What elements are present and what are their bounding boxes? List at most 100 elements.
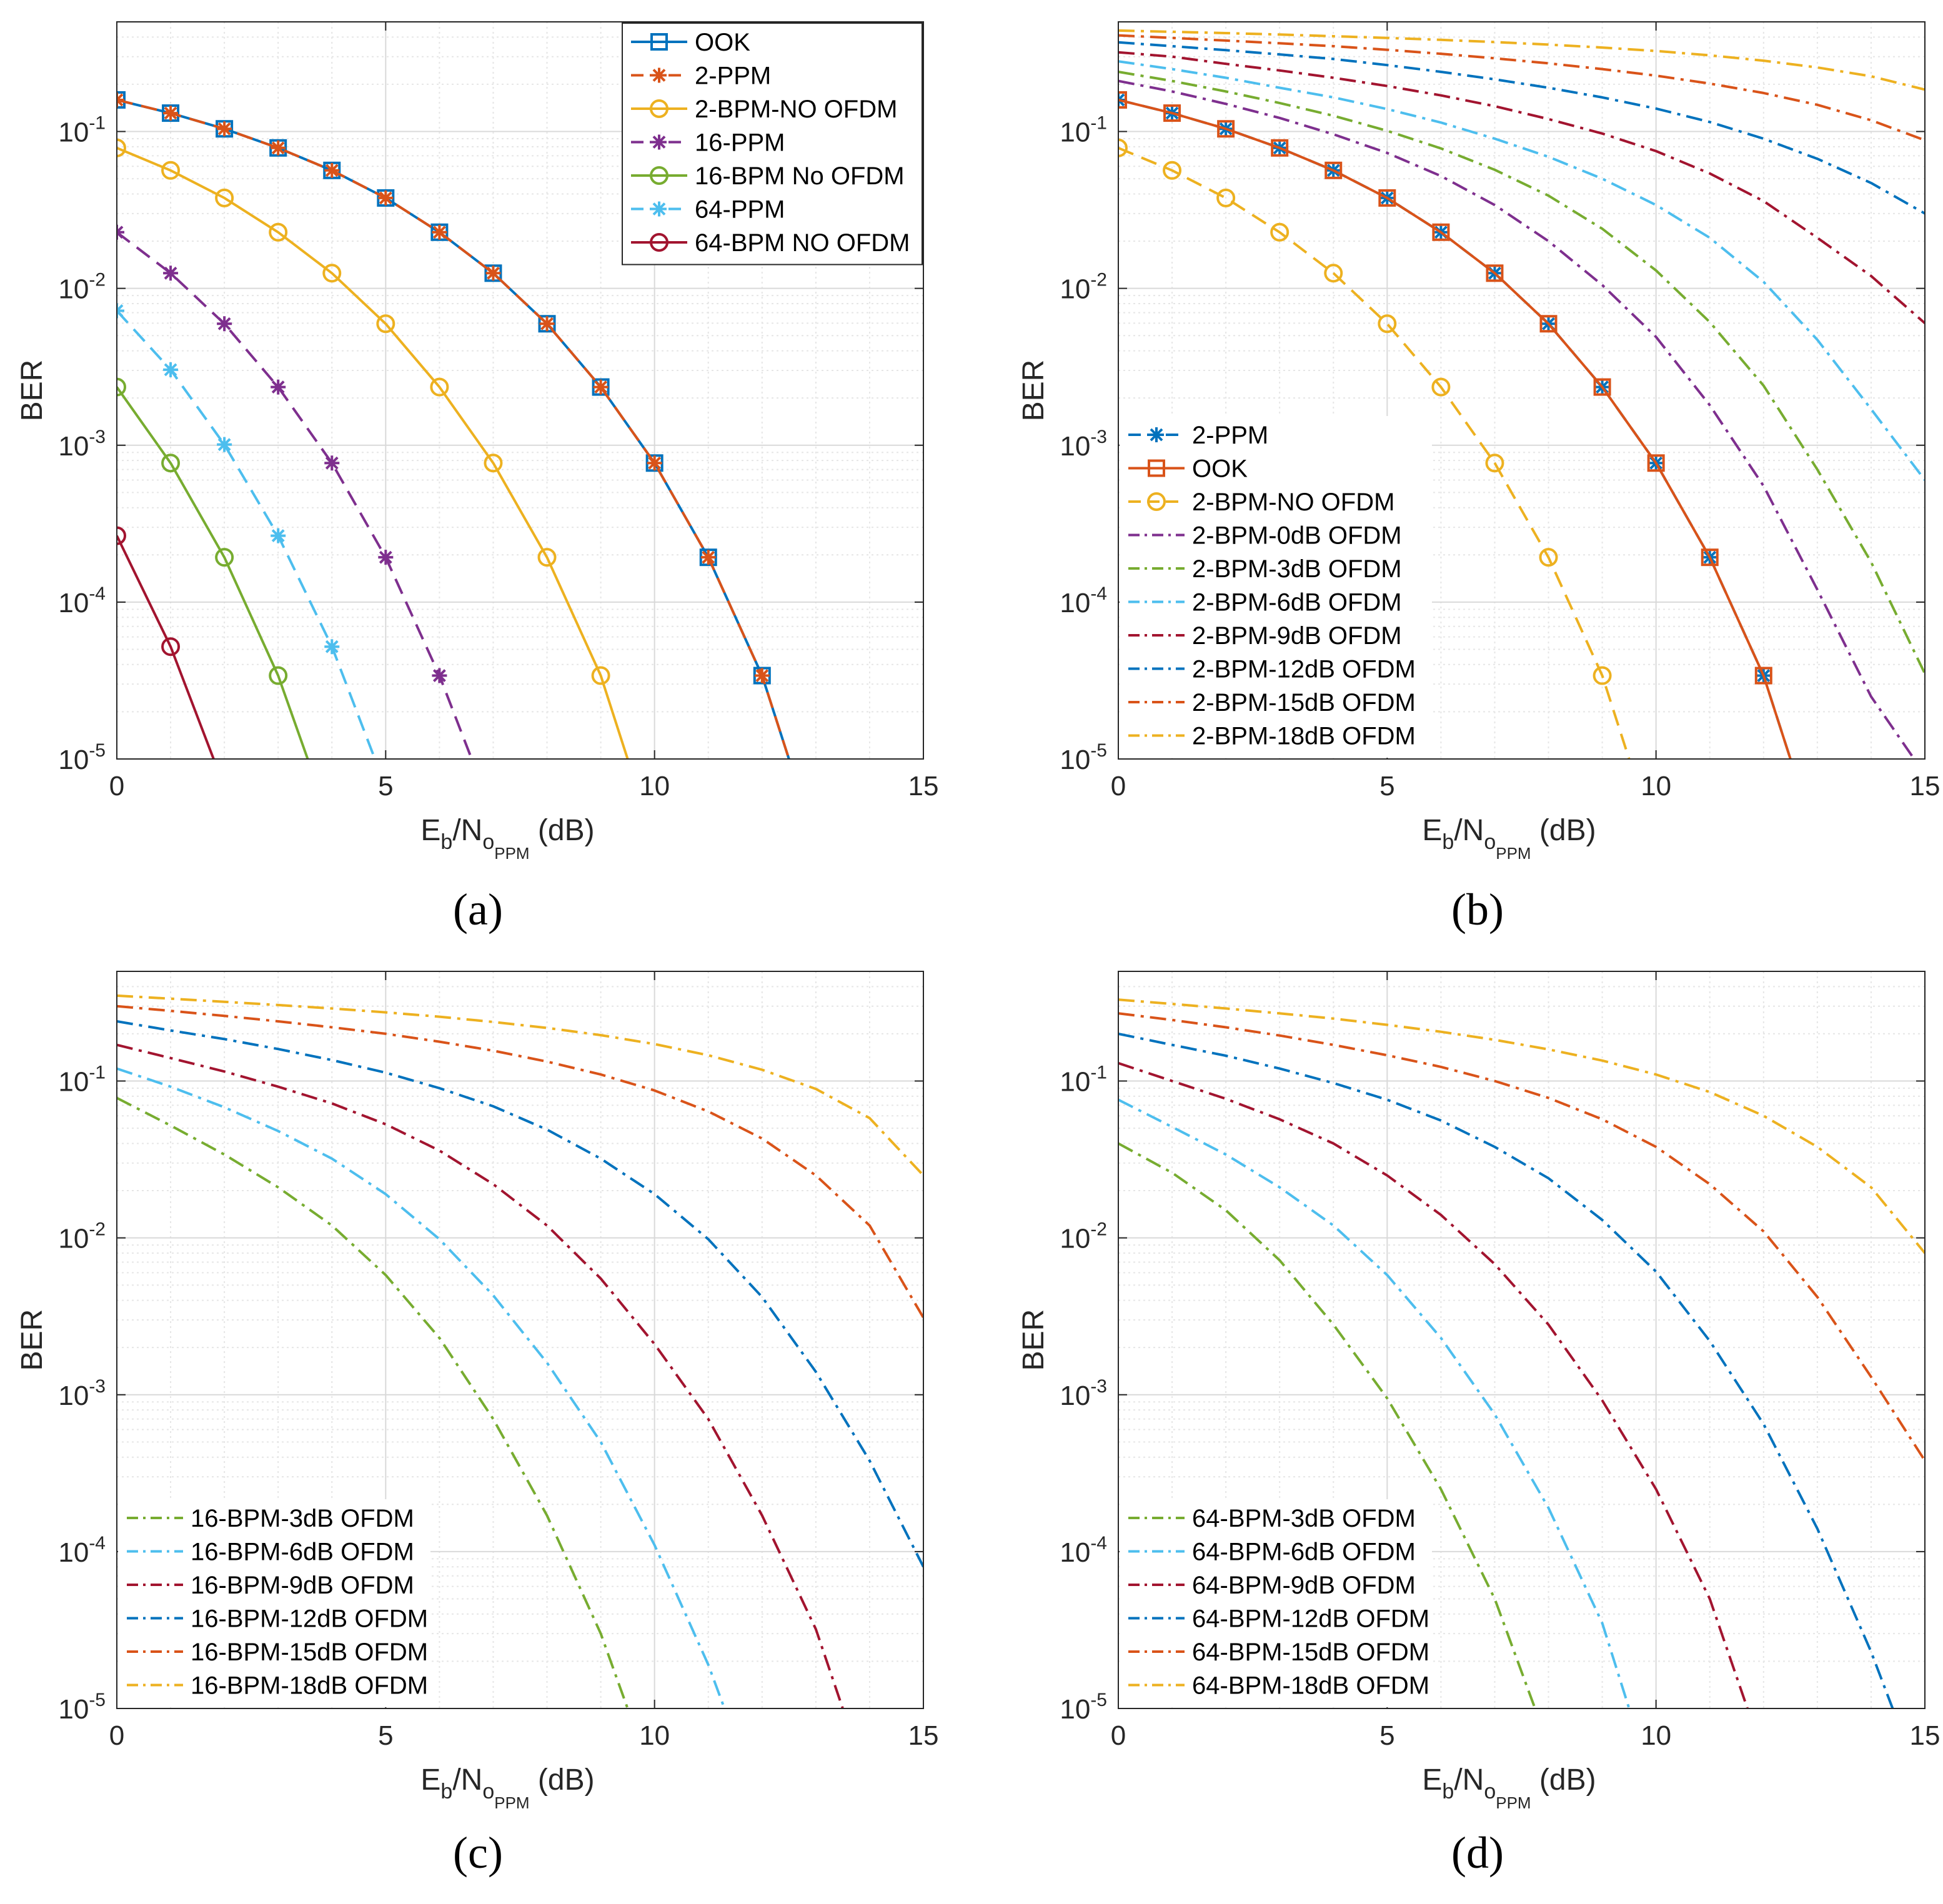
series-line (1118, 79, 1916, 760)
legend-label: 64-PPM (695, 196, 785, 224)
marker-asterisk-1 (163, 362, 179, 377)
y-tick-label: 10-4 (1060, 1533, 1107, 1568)
y-tick-mantissa: 10 (1060, 1694, 1090, 1725)
legend-label: 16-BPM-12dB OFDM (191, 1605, 428, 1633)
marker-circle-0 (1118, 138, 1128, 157)
legend-label: 2-PPM (1192, 422, 1268, 449)
y-tick-mantissa: 10 (1060, 1537, 1090, 1568)
axes-box (116, 971, 924, 1709)
marker-asterisk-3 (271, 379, 286, 395)
marker-circle-2 (215, 188, 234, 207)
x-tick-label: 0 (1111, 771, 1126, 801)
legend: 2-PPM OOK 2-BPM-NO OFDM 2-BPM-0dB OFDM 2-BPM… (1120, 416, 1432, 758)
marker-circle-7 (1485, 454, 1504, 473)
y-tick-mantissa: 10 (58, 745, 89, 775)
legend-item: 16-BPM-9dB OFDM (127, 1572, 414, 1599)
y-tick-exponent: -1 (89, 1063, 106, 1083)
series-2-bpm-6db-ofdm (1118, 60, 1925, 481)
legend-item: 16-BPM-18dB OFDM (127, 1672, 428, 1700)
legend-label: 2-BPM-9dB OFDM (1192, 622, 1402, 650)
x-label-sub1: b (1442, 1780, 1454, 1803)
marker-square-12 (1754, 667, 1772, 685)
marker-circle-9 (591, 666, 610, 685)
y-tick-exponent: -3 (89, 427, 106, 447)
legend-item: 16-PPM (631, 129, 785, 157)
series-line (1118, 1062, 1749, 1709)
legend-label: OOK (1192, 455, 1248, 483)
x-label-unit: (dB) (1531, 814, 1596, 847)
legend-box (1120, 1499, 1432, 1707)
series-64-bpm-no-ofdm (117, 526, 215, 760)
legend-label: 16-PPM (695, 129, 785, 157)
x-tick-label: 0 (1111, 1720, 1126, 1751)
marker-asterisk-5 (378, 190, 394, 206)
marker-asterisk-legend (652, 201, 667, 217)
series-line (1118, 29, 1925, 91)
y-tick-mantissa: 10 (58, 274, 89, 305)
x-label-main: E (420, 814, 440, 847)
y-tick-exponent: -3 (1090, 427, 1107, 447)
legend-item: 16-BPM-3dB OFDM (127, 1505, 414, 1532)
y-tick-label: 10-1 (58, 113, 106, 148)
series-line (1118, 60, 1925, 481)
legend-item: 2-BPM-9dB OFDM (1128, 622, 1402, 650)
series-16-ppm (117, 224, 473, 760)
x-label-sub2: o (1484, 830, 1496, 854)
x-tick-label: 5 (378, 1720, 393, 1751)
x-tick-label: 5 (1379, 771, 1394, 801)
marker-asterisk-4 (324, 162, 340, 178)
x-tick-label: 15 (908, 771, 939, 801)
series-64-bpm-6db-ofdm (1118, 1098, 1631, 1709)
y-tick-mantissa: 10 (58, 1694, 89, 1725)
x-tick-label: 5 (1379, 1720, 1394, 1751)
legend: 16-BPM-3dB OFDM 16-BPM-6dB OFDM 16-BPM-9dB… (118, 1499, 430, 1707)
x-tick-label: 0 (109, 1720, 124, 1751)
legend-label: 64-BPM-15dB OFDM (1192, 1639, 1429, 1666)
marker-square-8 (1539, 315, 1558, 333)
series-group (117, 994, 923, 1709)
marker-square-7 (1486, 264, 1504, 282)
legend-label: OOK (695, 29, 750, 56)
marker-asterisk-2 (217, 437, 232, 452)
series-64-bpm-12db-ofdm (1118, 1032, 1894, 1709)
legend-label: 2-BPM-3dB OFDM (1192, 555, 1402, 583)
legend-label: 64-BPM-9dB OFDM (1192, 1572, 1416, 1599)
marker-square-2 (1217, 120, 1235, 138)
x-tick-label: 15 (1910, 1720, 1941, 1751)
x-label-subsub: PPM (494, 1793, 529, 1812)
series-64-bpm-15db-ofdm (1118, 1012, 1925, 1462)
legend-item: 2-BPM-12dB OFDM (1128, 656, 1416, 683)
marker-circle-1 (161, 454, 181, 473)
y-tick-label: 10-5 (1060, 1690, 1107, 1725)
x-label-mid: /N (452, 1763, 482, 1797)
x-label-sub1: b (1442, 830, 1454, 854)
legend: 64-BPM-3dB OFDM 64-BPM-6dB OFDM 64-BPM-9dB… (1120, 1499, 1432, 1707)
y-tick-exponent: -3 (1090, 1376, 1107, 1397)
series-16-bpm-6db-ofdm (117, 1067, 726, 1709)
series-line (1118, 51, 1925, 324)
y-axis-label: BER (16, 360, 49, 422)
y-tick-exponent: -5 (89, 740, 106, 761)
marker-asterisk-10 (647, 455, 662, 471)
legend-label: 16-BPM-3dB OFDM (191, 1505, 414, 1532)
legend-item: 64-BPM NO OFDM (631, 229, 910, 257)
legend-item: 2-BPM-18dB OFDM (1128, 723, 1416, 750)
marker-circle-legend (650, 166, 668, 185)
series-line (1118, 41, 1925, 215)
y-tick-label: 10-5 (58, 740, 106, 775)
x-tick-label: 10 (1641, 1720, 1671, 1751)
marker-asterisk-8 (539, 316, 555, 332)
series-line (117, 535, 215, 760)
y-axis-label: BER (16, 1309, 49, 1371)
x-axis-label: Eb/NoPPM (dB) (420, 1763, 594, 1812)
marker-asterisk-11 (700, 550, 716, 565)
marker-asterisk-3 (271, 140, 286, 156)
y-tick-exponent: -2 (89, 270, 106, 290)
series-line (117, 231, 473, 760)
series-line (1118, 98, 1792, 760)
axes-box (1118, 21, 1926, 760)
